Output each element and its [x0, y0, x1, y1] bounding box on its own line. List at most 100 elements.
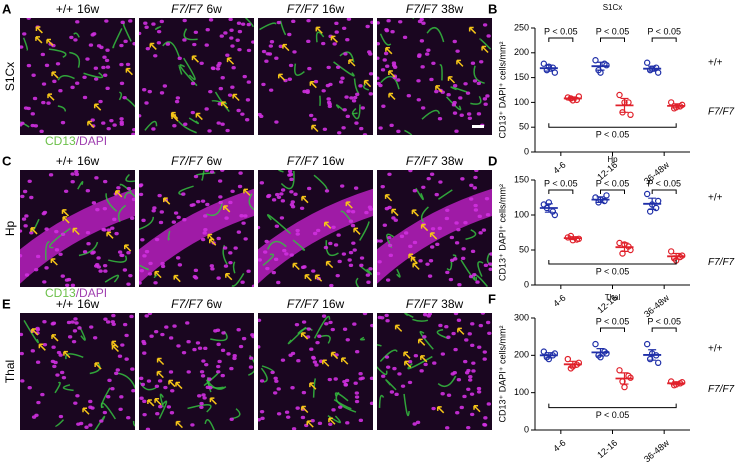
vessel	[359, 265, 372, 275]
nucleus	[486, 402, 492, 406]
nucleus	[416, 98, 421, 102]
nucleus	[466, 387, 471, 391]
nucleus	[345, 38, 350, 42]
nucleus	[172, 124, 177, 128]
nucleus	[193, 30, 199, 34]
nucleus	[216, 236, 221, 241]
vessel	[125, 97, 135, 108]
nucleus	[381, 104, 386, 108]
data-point	[603, 192, 610, 199]
arrow	[175, 420, 183, 429]
nucleus	[413, 354, 419, 358]
arrow	[162, 197, 171, 205]
arrow	[156, 370, 164, 379]
nucleus	[287, 170, 293, 174]
data-point	[654, 69, 662, 76]
nucleus	[118, 407, 123, 411]
vessel	[266, 240, 287, 250]
nucleus	[345, 421, 350, 425]
nucleus	[312, 231, 318, 236]
nucleus	[469, 392, 475, 396]
nucleus	[208, 18, 214, 22]
nucleus	[240, 22, 246, 26]
nucleus	[415, 420, 421, 425]
vessel	[20, 121, 30, 128]
nucleus	[241, 221, 246, 225]
vessel	[158, 400, 168, 419]
arrow	[35, 36, 43, 44]
nucleus	[105, 65, 111, 69]
nucleus	[153, 54, 158, 58]
nucleus	[20, 45, 24, 49]
y-tick-label: 50	[519, 244, 529, 254]
arrow	[384, 194, 393, 202]
vessel	[139, 264, 149, 271]
data-point	[551, 69, 559, 76]
nucleus	[382, 223, 388, 227]
nucleus	[122, 322, 128, 327]
nucleus	[445, 208, 450, 212]
arrow	[46, 38, 54, 47]
nucleus	[329, 283, 334, 287]
nucleus	[157, 379, 163, 383]
nucleus	[168, 336, 174, 340]
nucleus	[368, 267, 373, 271]
nucleus	[428, 259, 434, 263]
nucleus	[354, 349, 360, 354]
column-label: F7/F7 38w	[406, 154, 464, 168]
nucleus	[328, 241, 333, 246]
nucleus	[209, 170, 215, 174]
vessel	[262, 253, 275, 267]
nucleus	[290, 200, 295, 204]
nucleus	[412, 240, 418, 245]
nucleus	[432, 361, 437, 365]
nucleus	[456, 227, 461, 232]
nucleus	[20, 379, 25, 383]
nucleus	[337, 259, 342, 264]
nucleus	[239, 214, 244, 218]
vessel	[313, 315, 331, 339]
nucleus	[103, 73, 108, 77]
x-tick-label: 4-6	[551, 293, 567, 309]
nucleus	[258, 225, 261, 230]
nucleus	[94, 77, 99, 81]
nucleus	[454, 221, 459, 225]
arrow	[481, 45, 489, 54]
nucleus	[110, 387, 115, 391]
p-value: P < 0.05	[596, 178, 630, 188]
nucleus	[26, 18, 31, 20]
nucleus	[24, 273, 30, 277]
nucleus	[349, 96, 354, 100]
nucleus	[102, 206, 108, 211]
nucleus	[315, 340, 320, 345]
data-point	[603, 350, 610, 357]
stain-magenta: /DAPI	[76, 134, 107, 148]
vessel	[183, 57, 196, 81]
nucleus	[370, 323, 373, 328]
data-point	[616, 91, 623, 99]
nucleus	[51, 321, 57, 325]
nucleus	[445, 426, 450, 430]
nucleus	[482, 357, 487, 361]
nucleus	[175, 256, 181, 260]
vessel	[446, 262, 453, 271]
error-bar	[544, 203, 553, 213]
column-label: F7/F7 38w	[406, 297, 464, 311]
pyramidal-layer	[20, 188, 135, 284]
vessel	[248, 193, 254, 211]
arrow	[168, 379, 176, 388]
panel-letter: C	[2, 153, 12, 168]
nucleus	[251, 40, 254, 44]
micrograph	[377, 170, 492, 287]
nucleus	[220, 170, 225, 172]
nucleus	[359, 256, 365, 260]
nucleus	[265, 266, 270, 271]
nucleus	[61, 375, 67, 380]
nucleus	[384, 313, 389, 318]
nucleus	[417, 19, 423, 24]
nucleus	[452, 84, 458, 88]
arrow	[473, 405, 481, 413]
nucleus	[22, 189, 28, 194]
nucleus	[122, 95, 127, 100]
nucleus	[70, 85, 75, 90]
